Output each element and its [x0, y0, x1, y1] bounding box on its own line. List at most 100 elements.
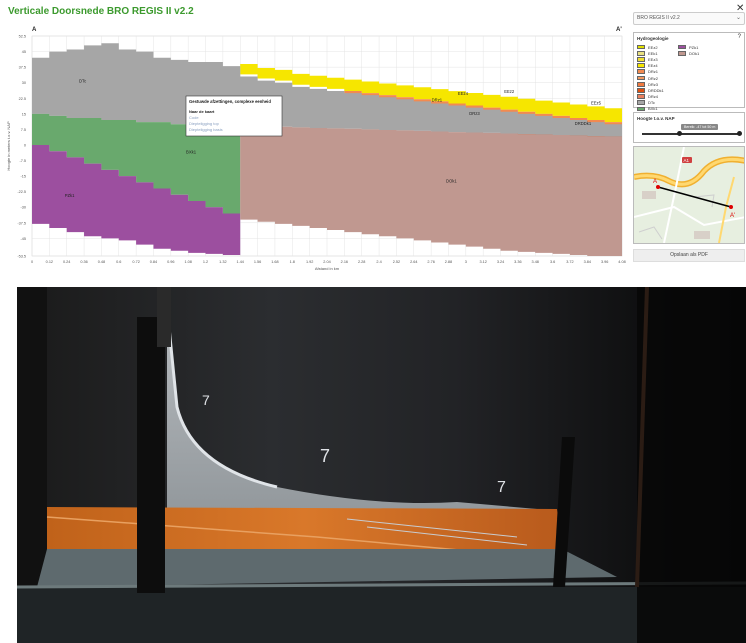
x-tick-label: 2.64 [410, 260, 417, 264]
y-tick-label: -30 [21, 206, 27, 210]
sand-lines [346, 518, 528, 546]
legend-item: DRz4 [637, 94, 664, 100]
right-post [553, 437, 575, 587]
x-tick-label: 1.68 [271, 260, 278, 264]
map-svg[interactable]: A A' A1 [634, 147, 745, 243]
help-icon[interactable]: ? [737, 34, 741, 40]
map-road-2 [663, 147, 685, 243]
x-tick-label: 3.84 [584, 260, 591, 264]
y-tick-label: -37.5 [17, 221, 26, 225]
legend-label: DRz2 [648, 75, 659, 81]
legend-swatch [637, 44, 645, 50]
legend-item: DRDDk1 [637, 87, 664, 93]
x-tick-label: 0.96 [167, 260, 174, 264]
cross-section-chart[interactable]: DTc BXk1 PZk1 DOk1 EEz2 EEz4 EEz5 DRz1 DRz3 DRDDk… [0, 22, 630, 284]
x-tick-label: 3.6 [550, 260, 555, 264]
legend-label: DRz3 [648, 81, 659, 87]
chalk-mark-1: 7 [202, 392, 210, 408]
x-tick-label: 2.04 [323, 260, 330, 264]
section-end-label: A' [616, 27, 622, 33]
legend-label: PZk1 [689, 44, 699, 50]
legend-item: BXk1 [637, 106, 664, 112]
road-shield [682, 157, 692, 163]
layer-label-DRz3: DRz3 [469, 111, 480, 116]
x-tick-label: 2.16 [341, 260, 348, 264]
orange-layer [47, 507, 562, 549]
slider-tooltip: Bereik: -47 tot 50 m [681, 124, 719, 130]
slider-handle-low[interactable] [676, 131, 682, 136]
tooltip-link-map: Naar de kaart [189, 109, 215, 114]
layer-tooltip [185, 95, 283, 137]
x-tick-label: 3.96 [601, 260, 608, 264]
legend-item: DTc [637, 100, 664, 106]
y-tick-label: -53.5 [17, 255, 26, 259]
tooltip-link-top: Diepteligging top [189, 121, 220, 126]
legend-swatch [678, 44, 686, 50]
right-edge [635, 287, 649, 588]
x-tick-label: 1.2 [203, 260, 208, 264]
legend-swatch [637, 94, 645, 99]
layer-label-DOk1: DOk1 [446, 178, 457, 183]
x-tick-label: 1.32 [219, 260, 226, 264]
layer-label-EEz5: EEz5 [591, 100, 602, 105]
section-start-label: A [32, 27, 37, 33]
layer-label-PZk1: PZk1 [65, 193, 75, 198]
x-tick-label: 1.44 [237, 260, 244, 264]
x-tick-label: 0.84 [150, 260, 157, 264]
legend-label: DRDDk1 [648, 87, 664, 93]
x-tick-label: 0.12 [46, 260, 53, 264]
overview-map[interactable]: A A' A1 [633, 146, 745, 244]
x-tick-label: 3.72 [566, 260, 573, 264]
x-tick-label: 2.76 [427, 260, 434, 264]
y-tick-label: -7.5 [19, 159, 26, 163]
tooltip-link-base: Diepteligging basis [189, 127, 223, 132]
layer-label-DTc: DTc [79, 79, 86, 84]
left-post [137, 317, 165, 593]
map-road-3 [718, 176, 735, 243]
legend-label: EEz3 [648, 56, 658, 62]
slider-handle-high[interactable] [736, 131, 742, 136]
legend-swatch [637, 88, 645, 93]
x-tick-label: 3 [465, 260, 467, 264]
legend-label: EEz2 [648, 44, 658, 50]
height-panel: Hoogte t.o.v. NAP Bereik: -47 tot 50 m [633, 112, 745, 143]
height-title: Hoogte t.o.v. NAP [637, 116, 675, 121]
close-icon[interactable]: ✕ [736, 3, 745, 14]
model-select[interactable]: BRO REGIS II v2.2 ⌄ [633, 12, 745, 25]
map-road-1 [634, 205, 744, 227]
layer-label-DRz1: DRz1 [432, 97, 443, 102]
x-tick-label: 2.52 [393, 260, 400, 264]
x-tick-label: 1.8 [290, 260, 295, 264]
x-tick-label: 3.12 [479, 260, 486, 264]
legend-swatch [637, 57, 645, 62]
chalk-mark-3: 7 [497, 479, 506, 496]
x-tick-label: 1.08 [184, 260, 191, 264]
legend-panel: Hydrogeologie ? EEz2 EEk1 EEz3 EEz4 DRz1 DRz2… [633, 32, 745, 111]
y-tick-label: 45 [22, 50, 26, 54]
section-start-marker [656, 185, 660, 189]
legend-item: EEk1 [637, 50, 664, 56]
y-tick-label: 15 [22, 112, 26, 116]
legend-column-1: EEz2 EEk1 EEz3 EEz4 DRz1 DRz2 DRz3 DRDDk1 DRz4 DT… [637, 44, 664, 112]
x-tick-label: 0.24 [63, 260, 70, 264]
y-tick-label: -22.5 [17, 190, 26, 194]
legend-swatch [637, 69, 645, 75]
x-tick-label: 2.4 [376, 260, 381, 264]
save-pdf-button[interactable]: Opslaan als PDF [633, 249, 745, 262]
x-tick-label: 3.36 [514, 260, 521, 264]
x-axis-label: Afstand in km [315, 266, 340, 271]
left-post-top [157, 287, 171, 347]
x-tick-label: 0 [31, 260, 33, 264]
layer-PZk1 [32, 144, 241, 255]
cross-section-svg[interactable]: DTc BXk1 PZk1 DOk1 EEz2 EEz4 EEz5 DRz1 DRz3 DRDDk… [0, 22, 630, 284]
legend-title: Hydrogeologie [637, 36, 669, 41]
x-tick-label: 2.28 [358, 260, 365, 264]
side-panel: BRO REGIS II v2.2 ⌄ Hydrogeologie ? EEz2… [633, 12, 745, 262]
legend-swatch [637, 75, 645, 81]
y-tick-label: -15 [21, 175, 27, 179]
chalk-mark-2: 7 [320, 446, 330, 466]
y-axis-label: Hoogte in meters t.o.v. NAP [6, 121, 11, 171]
height-range-slider[interactable]: Bereik: -47 tot 50 m [642, 124, 742, 136]
right-shadow [637, 287, 746, 643]
legend-label: EEk1 [648, 50, 658, 56]
